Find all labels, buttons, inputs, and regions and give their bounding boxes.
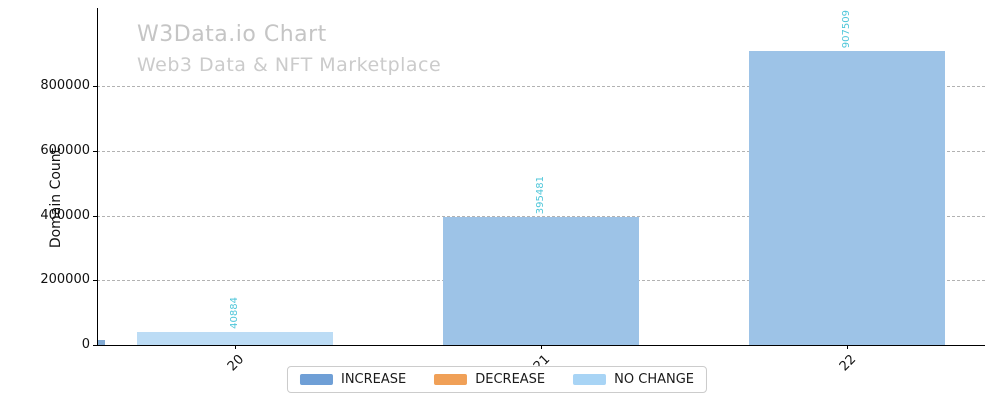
x-tick-label-text: 22 — [837, 352, 860, 375]
y-tick-mark — [93, 280, 97, 282]
y-tick-mark — [93, 215, 97, 217]
bar-value-label-21: 395481 — [535, 175, 546, 214]
legend-label: INCREASE — [340, 372, 407, 387]
legend-item-increase: INCREASE — [299, 372, 407, 387]
x-tick-mark — [235, 345, 236, 349]
y-tick-label: 400000 — [40, 207, 90, 223]
y-tick-mark — [93, 345, 97, 346]
legend-item-decrease: DECREASE — [434, 372, 545, 387]
y-tick-label: 600000 — [40, 142, 90, 158]
x-tick-mark — [847, 345, 848, 349]
legend-label: NO CHANGE — [614, 372, 695, 387]
y-axis-spine — [97, 8, 98, 345]
x-tick-label-text: 20 — [225, 352, 248, 375]
bar-value-label-20: 40884 — [229, 296, 240, 329]
y-tick-mark — [93, 86, 97, 87]
gridline-800000 — [97, 86, 985, 87]
legend: INCREASE DECREASE NO CHANGE — [286, 366, 708, 393]
legend-item-no-change: NO CHANGE — [573, 372, 694, 387]
bar-20 — [137, 331, 333, 345]
y-tick-label: 0 — [81, 337, 90, 352]
y-axis-label: Domain Count — [48, 147, 65, 249]
y-tick-label: 800000 — [40, 78, 90, 93]
chart-title: W3Data.io Chart — [137, 22, 327, 47]
bar-value-label-22: 907509 — [841, 10, 852, 49]
gridline-400000 — [97, 215, 985, 217]
chart-subtitle: Web3 Data & NFT Marketplace — [137, 54, 442, 76]
bar-22 — [749, 51, 945, 345]
edge-artifact-bar — [98, 340, 105, 345]
x-tick-mark — [541, 345, 542, 349]
y-tick-mark — [93, 150, 97, 152]
legend-swatch — [434, 374, 468, 385]
legend-label: DECREASE — [475, 372, 546, 387]
y-tick-label: 200000 — [40, 272, 90, 288]
gridline-600000 — [97, 150, 985, 152]
bar-21 — [443, 216, 639, 345]
legend-swatch — [573, 374, 607, 385]
legend-swatch — [299, 374, 333, 385]
